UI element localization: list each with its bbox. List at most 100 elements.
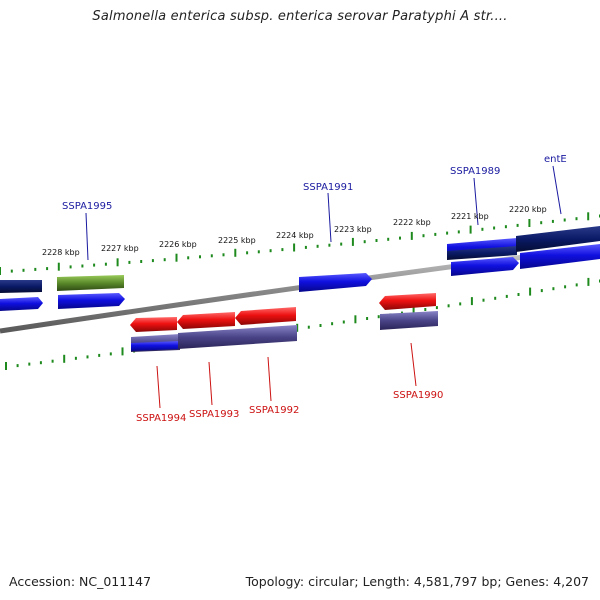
minor-tick bbox=[399, 236, 401, 240]
minor-tick bbox=[422, 234, 425, 238]
minor-tick bbox=[516, 223, 519, 227]
gene-feature-sspa1995[interactable] bbox=[57, 275, 124, 291]
minor-tick bbox=[151, 259, 154, 263]
gene-feature[interactable] bbox=[0, 297, 43, 311]
major-tick bbox=[587, 277, 590, 286]
gene-feature-sspa1994[interactable] bbox=[130, 317, 177, 332]
gene-feature-sspa1991[interactable] bbox=[299, 273, 372, 292]
minor-tick bbox=[504, 225, 507, 229]
minor-tick bbox=[81, 264, 84, 268]
minor-tick bbox=[540, 221, 543, 225]
gene-label-sspa1989[interactable]: SSPA1989 bbox=[450, 166, 500, 177]
gene-label-sspa1994[interactable]: SSPA1994 bbox=[136, 413, 186, 424]
minor-tick bbox=[363, 240, 366, 244]
major-tick bbox=[234, 248, 237, 257]
scale-tick-labels: 2228 kbp 2227 kbp 2226 kbp 2225 kbp 2224… bbox=[42, 205, 547, 257]
minor-tick bbox=[494, 296, 497, 300]
tick-label: 2224 kbp bbox=[276, 231, 314, 240]
minor-tick bbox=[564, 285, 567, 289]
gene-label-sspa1990[interactable]: SSPA1990 bbox=[393, 390, 443, 401]
major-tick bbox=[528, 219, 531, 227]
tick-label: 2221 kbp bbox=[451, 212, 489, 221]
gene-label-sspa1992[interactable]: SSPA1992 bbox=[249, 405, 299, 416]
minor-tick bbox=[435, 306, 438, 310]
minor-tick bbox=[540, 289, 543, 293]
tick-label: 2226 kbp bbox=[159, 240, 197, 249]
minor-tick bbox=[575, 217, 578, 221]
minor-tick bbox=[104, 262, 107, 266]
tick-label: 2223 kbp bbox=[334, 225, 372, 234]
minor-tick bbox=[481, 227, 484, 231]
major-tick bbox=[121, 347, 124, 356]
minor-tick bbox=[28, 362, 31, 366]
major-tick bbox=[354, 315, 357, 324]
major-tick bbox=[469, 225, 472, 234]
minor-tick bbox=[457, 230, 460, 234]
gene-label-sspa1991[interactable]: SSPA1991 bbox=[303, 182, 353, 193]
gene-feature-ente[interactable] bbox=[516, 226, 600, 252]
gene-feature[interactable] bbox=[520, 244, 600, 269]
minor-tick bbox=[331, 322, 334, 326]
major-tick bbox=[293, 243, 296, 252]
tick-label: 2228 kbp bbox=[42, 248, 80, 257]
minor-tick bbox=[128, 260, 131, 264]
gene-feature[interactable] bbox=[451, 257, 519, 276]
gene-feature[interactable] bbox=[447, 246, 517, 260]
major-tick bbox=[412, 306, 415, 315]
major-tick bbox=[351, 237, 354, 246]
gene-features bbox=[0, 226, 600, 352]
major-tick bbox=[116, 258, 119, 267]
gene-feature-sspa1990[interactable] bbox=[380, 311, 438, 330]
gene-label-sspa1993[interactable]: SSPA1993 bbox=[189, 409, 239, 420]
minor-tick bbox=[39, 361, 42, 365]
major-tick bbox=[470, 297, 473, 306]
minor-tick bbox=[93, 263, 96, 267]
minor-tick bbox=[98, 353, 101, 357]
minor-tick bbox=[446, 231, 449, 235]
major-tick bbox=[587, 212, 590, 221]
minor-tick bbox=[69, 265, 72, 269]
gene-labels: SSPA1995 SSPA1991 SSPA1989 entE SSPA1994… bbox=[62, 154, 567, 424]
minor-tick bbox=[424, 308, 427, 311]
minor-tick bbox=[434, 232, 437, 236]
minor-tick bbox=[257, 250, 260, 254]
minor-tick bbox=[222, 253, 225, 257]
gene-feature[interactable] bbox=[178, 325, 297, 349]
major-tick bbox=[57, 262, 60, 271]
minor-tick bbox=[377, 315, 380, 319]
minor-tick bbox=[387, 237, 390, 241]
major-tick bbox=[0, 267, 1, 275]
minor-tick bbox=[316, 244, 319, 248]
minor-tick bbox=[10, 269, 13, 273]
minor-tick bbox=[269, 249, 272, 253]
minor-tick bbox=[319, 324, 322, 327]
gene-label-sspa1995[interactable]: SSPA1995 bbox=[62, 201, 112, 212]
minor-tick bbox=[22, 268, 25, 272]
minor-tick bbox=[563, 218, 566, 222]
gene-label-ente[interactable]: entE bbox=[544, 154, 567, 165]
minor-tick bbox=[34, 267, 37, 271]
minor-tick bbox=[493, 226, 496, 230]
gene-feature-sspa1993[interactable] bbox=[177, 312, 235, 329]
minor-tick bbox=[340, 242, 343, 246]
minor-tick bbox=[551, 219, 554, 223]
minor-tick bbox=[140, 260, 143, 263]
minor-tick bbox=[163, 258, 166, 262]
gene-feature[interactable] bbox=[0, 280, 42, 293]
outer-scale-ruler bbox=[0, 212, 600, 275]
accession-text: Accession: NC_011147 bbox=[9, 574, 152, 589]
gene-feature-sspa1992[interactable] bbox=[235, 307, 296, 325]
minor-tick bbox=[307, 325, 310, 329]
tick-label: 2225 kbp bbox=[218, 236, 256, 245]
gene-feature[interactable] bbox=[379, 293, 436, 310]
inner-scale-ruler bbox=[5, 277, 600, 370]
major-tick bbox=[529, 287, 532, 296]
minor-tick bbox=[86, 355, 89, 359]
minor-tick bbox=[575, 283, 578, 287]
minor-tick bbox=[109, 352, 112, 356]
organism-title: Salmonella enterica subsp. enterica sero… bbox=[92, 9, 508, 24]
callout-lines bbox=[85, 165, 562, 409]
gene-feature[interactable] bbox=[58, 293, 125, 309]
gene-feature[interactable] bbox=[131, 341, 180, 351]
major-tick bbox=[175, 253, 178, 262]
